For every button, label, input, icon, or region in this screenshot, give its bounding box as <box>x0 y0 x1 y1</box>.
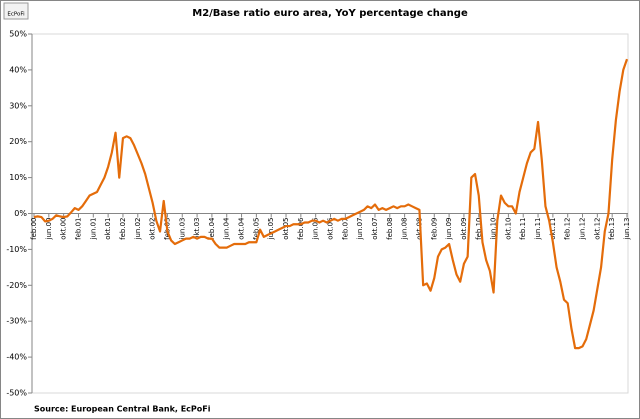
x-tick-label: feb.10 <box>475 218 483 240</box>
x-tick-label: jun.05 <box>267 218 275 241</box>
x-tick-label: jun.08 <box>401 218 409 241</box>
x-tick-label: feb.11 <box>519 218 527 240</box>
y-tick-label: 40% <box>9 65 27 74</box>
source-note: Source: European Central Bank, EcPoFi <box>34 405 211 414</box>
x-tick-label: jun.12 <box>579 218 587 241</box>
x-tick-label: okt.07 <box>371 218 379 240</box>
x-tick-label: okt.04 <box>238 217 246 240</box>
x-tick-label: feb.07 <box>341 218 349 240</box>
x-tick-label: jun.07 <box>356 218 364 241</box>
x-tick-label: okt.03 <box>193 218 201 240</box>
x-tick-label: jun.10 <box>490 218 498 241</box>
x-tick-label: okt.01 <box>104 218 112 240</box>
x-tick-label: jun.02 <box>134 218 142 241</box>
x-tick-label: jun.06 <box>312 217 320 240</box>
x-tick-label: feb.08 <box>386 218 394 240</box>
x-tick-label: jun.13 <box>623 218 631 241</box>
x-tick-label: feb.05 <box>252 218 260 240</box>
x-tick-label: okt.09 <box>460 218 468 240</box>
y-tick-label: 20% <box>9 137 27 146</box>
y-tick-label: -40% <box>6 353 27 362</box>
x-tick-label: okt.12 <box>593 218 601 240</box>
x-tick-label: okt.10 <box>504 218 512 240</box>
x-tick-label: feb.01 <box>74 218 82 240</box>
x-tick-label: feb.13 <box>608 218 616 240</box>
x-tick-label: jun.04 <box>223 217 231 240</box>
chart-title: M2/Base ratio euro area, YoY percentage … <box>192 8 468 19</box>
x-tick-label: okt.02 <box>149 218 157 240</box>
y-tick-label: -50% <box>6 389 27 398</box>
y-tick-label: -10% <box>6 245 27 254</box>
x-tick-label: jun.01 <box>89 218 97 241</box>
x-tick-label: jun.00 <box>45 218 53 241</box>
x-tick-label: jun.09 <box>445 218 453 241</box>
x-tick-label: jun.03 <box>178 218 186 241</box>
y-tick-label: -30% <box>6 317 27 326</box>
x-tick-label: feb.09 <box>430 218 438 240</box>
y-tick-label: 30% <box>9 101 27 110</box>
x-tick-label: okt.06 <box>327 217 335 240</box>
x-tick-label: feb.12 <box>564 218 572 240</box>
data-line <box>33 58 629 350</box>
x-tick-label: jun.11 <box>534 218 542 241</box>
logo: EcPoFi <box>7 12 25 18</box>
x-tick-label: feb.06 <box>297 217 305 240</box>
x-tick-label: okt.11 <box>549 218 557 240</box>
y-tick-label: 50% <box>9 30 27 39</box>
logo-box <box>3 2 29 20</box>
x-tick-label: feb.02 <box>119 218 127 240</box>
x-tick-label: okt.05 <box>282 218 290 240</box>
x-tick-label: feb.00 <box>30 218 38 240</box>
y-tick-label: 10% <box>9 173 27 182</box>
y-tick-label: -20% <box>6 281 27 290</box>
x-tick-label: feb.04 <box>208 217 216 240</box>
x-tick-label: okt.00 <box>60 218 68 240</box>
y-tick-label: 0% <box>14 209 27 218</box>
